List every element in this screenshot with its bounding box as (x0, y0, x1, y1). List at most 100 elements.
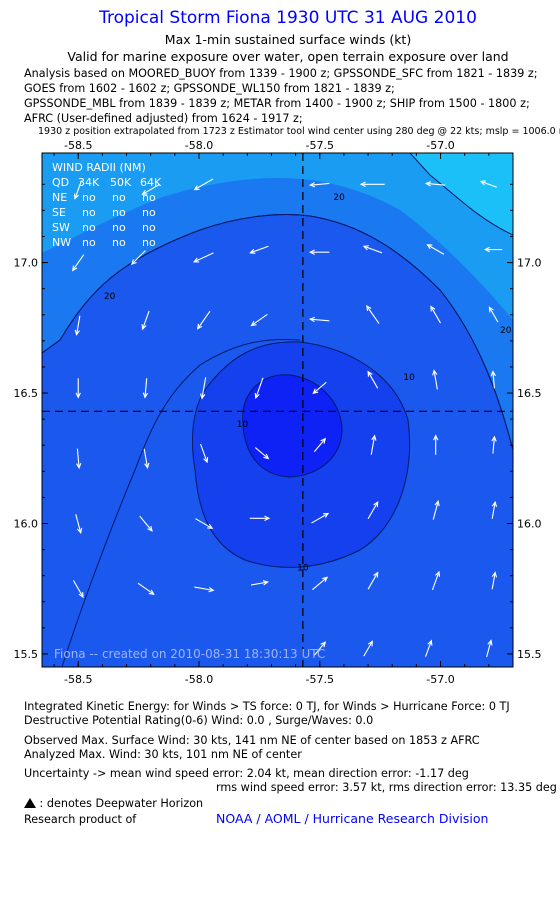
wind-vector-head (426, 244, 433, 250)
wind-vector-head (249, 248, 256, 254)
wind-radii-table: WIND RADII (NM) QD 34K 50K 64K NE no no … (52, 161, 162, 249)
wind-radii-cell: no (142, 236, 156, 249)
wind-vector-head (362, 245, 369, 251)
wind-vector (366, 304, 380, 324)
wind-vector-head (491, 500, 498, 508)
wind-vector (425, 639, 433, 657)
wind-vector-shaft (492, 436, 495, 454)
wind-vector-head (367, 370, 373, 377)
ike-text: Integrated Kinetic Energy: for Winds > T… (24, 700, 510, 713)
contour-label: 10 (403, 373, 415, 383)
wind-vector-shaft (142, 310, 150, 330)
wind-vector (254, 377, 264, 400)
wind-vector (312, 576, 329, 591)
wind-vector-shaft (142, 184, 160, 195)
contour-band-lt10 (242, 374, 343, 478)
wind-vector (370, 434, 377, 455)
wind-vector-layer (71, 178, 503, 658)
wind-vector-shaft (366, 305, 380, 324)
wind-vector (359, 181, 385, 187)
wind-vector (430, 305, 441, 324)
chart-title: Tropical Storm Fiona 1930 UTC 31 AUG 201… (99, 8, 477, 28)
wind-vector (308, 182, 330, 188)
wind-vector-head (373, 501, 379, 508)
wind-vector (200, 377, 207, 400)
analyzed-max-text: Analyzed Max. Wind: 30 kts, 101 nm NE of… (24, 748, 302, 761)
wind-vector-head (262, 580, 270, 586)
wind-vector-shaft (480, 180, 498, 188)
wind-vector (362, 245, 383, 254)
wind-radii-cell: NE (52, 191, 67, 204)
wind-vector-shaft (254, 447, 269, 459)
wind-vector (75, 514, 83, 534)
wind-vector-head (483, 246, 490, 253)
wind-vector (254, 447, 270, 460)
wind-vector (367, 571, 379, 590)
wind-vector-head (479, 180, 486, 186)
wind-vector-head (491, 571, 498, 578)
wind-vector-head (208, 587, 215, 593)
wind-radii-header: 50K (110, 176, 132, 189)
contour-fill-layer (42, 153, 513, 667)
contour-band-25-30 (42, 153, 513, 320)
wind-vector-head (308, 182, 316, 188)
wind-vector-shaft (255, 377, 264, 399)
wind-vector-shaft (433, 370, 438, 390)
wind-vector-head (320, 641, 327, 648)
wind-vector-head (193, 185, 200, 191)
y-tick-label: 17.0 (14, 257, 39, 270)
wind-vector-shaft (363, 641, 373, 657)
analysis-line: Analysis based on MOORED_BUOY from 1339 … (24, 67, 538, 80)
uncertainty-rms-text: rms wind speed error: 3.57 kt, rms direc… (216, 781, 557, 794)
wind-vector (363, 640, 373, 657)
wind-vector-shaft (250, 245, 269, 254)
wind-vector-shaft (131, 250, 146, 265)
wind-vector-head (320, 437, 327, 444)
contour-label: 20 (500, 326, 512, 336)
x-tick-label: -57.5 (306, 673, 334, 686)
wind-vector-shaft (367, 501, 379, 520)
wind-vector-head (373, 571, 379, 578)
wind-vector-shaft (491, 501, 496, 519)
legend-line: : denotes Deepwater Horizon (24, 797, 203, 810)
wind-vector-head (434, 499, 440, 507)
wind-vector (367, 370, 379, 389)
wind-vector (73, 180, 83, 200)
x-axis-top: -58.5 -58.0 -57.5 -57.0 (53, 140, 490, 159)
x-tick-label: -57.0 (426, 673, 454, 686)
wind-vector-head (264, 515, 271, 521)
wind-vector-shaft (312, 381, 327, 394)
contour-line-20-lower (61, 338, 301, 667)
analysis-line: AFRC (User-defined adjusted) from 1624 -… (24, 112, 303, 125)
wind-radii-header: 34K (78, 176, 100, 189)
wind-vector-head (250, 320, 257, 327)
x-tick-label: -57.5 (306, 140, 334, 152)
wind-vector-head (200, 393, 206, 400)
wind-radii-header: QD (52, 176, 69, 189)
wind-vector (491, 435, 497, 454)
wind-radii-cell: no (142, 206, 156, 219)
contour-label: 10 (297, 563, 309, 573)
wind-vector-head (141, 323, 147, 331)
wind-vector-shaft (310, 182, 330, 186)
wind-vector-head (78, 592, 84, 599)
y-tick-label: 16.5 (517, 387, 542, 400)
y-axis-right: 15.5 16.0 16.5 17.0 (507, 183, 542, 661)
wind-vector-shaft (492, 371, 495, 389)
wind-vector (312, 381, 327, 395)
organization-credit: NOAA / AOML / Hurricane Research Divisio… (216, 811, 489, 826)
wind-vector-head (192, 257, 200, 263)
contour-label: 10 (237, 420, 249, 430)
wind-vector (308, 249, 330, 255)
wind-vector (433, 434, 439, 455)
wind-vector-shaft (432, 501, 439, 520)
wind-vector (308, 316, 330, 323)
wind-vector-shaft (313, 641, 326, 656)
wind-radii-cell: no (112, 191, 126, 204)
wind-vector-head (254, 392, 260, 400)
wind-vector-head (77, 527, 83, 534)
wind-vector-head (487, 639, 493, 646)
validity-note: Valid for marine exposure over water, op… (67, 49, 509, 64)
y-tick-label: 16.0 (517, 517, 542, 530)
wind-vector (195, 518, 214, 529)
